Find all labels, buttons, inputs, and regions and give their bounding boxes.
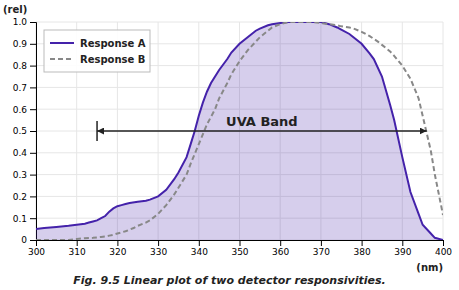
x-tick-label: 320 <box>109 247 126 257</box>
grid <box>36 22 443 240</box>
annotation-label: UVA Band <box>226 114 298 129</box>
y-tick: 1.0 <box>13 17 36 27</box>
x-tick-mark <box>443 240 444 246</box>
y-tick: 0.9 <box>13 39 36 49</box>
y-tick: 0.5 <box>13 126 36 136</box>
y-tick-mark <box>30 22 36 23</box>
y-tick: 0.2 <box>13 192 36 202</box>
data-layer <box>36 22 443 240</box>
x-tick: 340 <box>191 240 208 257</box>
y-tick-label: 0.8 <box>13 61 28 71</box>
x-tick-label: 360 <box>272 247 289 257</box>
x-axis: 300 310 320 330 340 350 360 370 380 390 400 <box>28 240 452 257</box>
y-tick-label: 0.5 <box>13 126 27 136</box>
x-tick-label: 300 <box>28 247 45 257</box>
y-tick-mark <box>30 153 36 154</box>
x-tick: 390 <box>394 240 411 257</box>
band-start-tick <box>96 121 98 141</box>
x-tick: 350 <box>231 240 248 257</box>
y-tick-mark <box>30 66 36 67</box>
y-tick-label: 0.7 <box>13 83 27 93</box>
x-tick-mark <box>321 240 322 246</box>
y-axis-line <box>30 23 37 241</box>
y-tick-mark <box>30 196 36 197</box>
y-tick-mark <box>30 109 36 110</box>
y-tick-mark <box>30 175 36 176</box>
y-tick: 0.7 <box>13 83 36 93</box>
x-tick-mark <box>199 240 200 246</box>
title: Fig. 9.5 Linear plot of two detector res… <box>73 274 385 287</box>
line <box>36 22 443 240</box>
y-tick: 0.1 <box>13 214 36 224</box>
y-tick-label: 0 <box>21 235 27 245</box>
y-tick: 0 <box>21 235 36 245</box>
y-tick-label: 0.1 <box>13 214 27 224</box>
y-axis: 0 0.1 0.2 0.3 0.4 0.5 0.6 0.7 0.8 0.9 1.0 <box>13 17 37 245</box>
y-axis-label: (rel) <box>3 4 27 15</box>
x-axis-line <box>37 241 444 247</box>
y-tick-mark <box>30 218 36 219</box>
x-tick-label: 370 <box>313 247 330 257</box>
legend-swatch <box>50 42 74 44</box>
x-tick-label: 310 <box>69 247 86 257</box>
legend-label: Response B <box>80 54 145 65</box>
x-tick-mark <box>402 240 403 246</box>
y-tick-mark <box>30 240 36 241</box>
legend: Response A Response B <box>44 30 150 72</box>
y-tick-label: 0.9 <box>13 39 28 49</box>
plot: 300 310 320 330 340 350 360 370 380 390 400 0 0.1 0.2… <box>3 4 452 273</box>
y-tick-label: 0.4 <box>13 148 28 158</box>
x-axis-label: (nm) <box>416 262 443 273</box>
y-tick: 0.4 <box>13 148 36 158</box>
x-tick-mark <box>117 240 118 246</box>
x-tick: 310 <box>69 240 86 257</box>
x-tick: 400 <box>435 240 452 257</box>
area <box>36 22 443 240</box>
y-tick: 0.6 <box>13 105 36 115</box>
chart: 300 310 320 330 340 350 360 370 380 390 400 0 0.1 0.2… <box>0 0 459 290</box>
x-tick-label: 400 <box>435 247 452 257</box>
y-tick: 0.8 <box>13 61 36 71</box>
x-tick: 300 <box>28 240 45 257</box>
x-tick-mark <box>158 240 159 246</box>
y-tick-mark <box>30 131 36 132</box>
y-tick-label: 0.2 <box>13 192 27 202</box>
y-tick: 0.3 <box>13 170 36 180</box>
x-tick: 370 <box>313 240 330 257</box>
x-tick-mark <box>77 240 78 246</box>
x-tick-label: 350 <box>231 247 248 257</box>
x-tick: 320 <box>109 240 126 257</box>
y-tick-label: 0.6 <box>13 105 28 115</box>
x-tick-mark <box>280 240 281 246</box>
legend-swatch <box>50 58 74 60</box>
grid-line-y <box>36 22 443 23</box>
x-tick-label: 380 <box>354 247 371 257</box>
line <box>36 22 443 240</box>
x-tick-label: 330 <box>150 247 167 257</box>
x-tick-mark <box>362 240 363 246</box>
band-arrow <box>97 130 427 132</box>
y-tick-mark <box>30 44 36 45</box>
y-tick-label: 0.3 <box>13 170 27 180</box>
legend-label: Response A <box>80 38 146 49</box>
y-tick-mark <box>30 87 36 88</box>
x-tick: 380 <box>354 240 371 257</box>
legend-box <box>44 30 150 72</box>
x-tick-label: 340 <box>191 247 208 257</box>
annotations: UVA Band <box>97 114 427 141</box>
x-tick: 360 <box>272 240 289 257</box>
x-tick: 330 <box>150 240 167 257</box>
y-tick-label: 1.0 <box>13 17 28 27</box>
x-tick-mark <box>240 240 241 246</box>
x-tick-label: 390 <box>394 247 411 257</box>
